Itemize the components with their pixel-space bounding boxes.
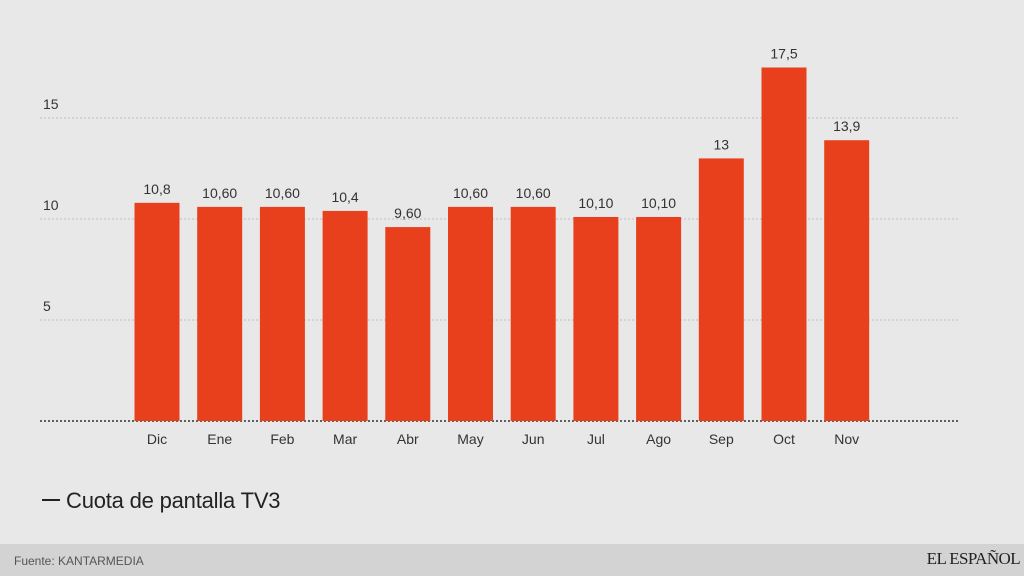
bar [259,206,305,421]
bar-value-label: 10,10 [641,195,676,211]
x-tick-label: Mar [333,431,357,447]
source-text: Fuente: KANTARMEDIA [14,554,144,568]
bar-value-label: 9,60 [394,205,421,221]
bar-value-label: 13 [714,136,730,152]
x-tick-label: Oct [773,431,795,447]
bar [698,158,744,421]
bar-value-label: 10,8 [143,181,170,197]
legend-dash-icon [42,499,60,502]
bar-value-label: 13,9 [833,118,860,134]
x-tick-label: Ene [207,431,232,447]
bar-value-label: 17,5 [770,46,797,62]
bar-value-label: 10,10 [578,195,613,211]
bar [824,140,870,421]
legend-title: Cuota de pantalla TV3 [42,488,281,514]
footer-bar: Fuente: KANTARMEDIA EL ESPAÑOL [0,544,1024,576]
bar [322,210,368,421]
bar [636,216,682,421]
bar-value-label: 10,4 [331,189,358,205]
bar-value-label: 10,60 [516,185,551,201]
x-tick-label: Dic [147,431,167,447]
bar [197,206,243,421]
x-tick-label: Jun [522,431,545,447]
bar-value-label: 10,60 [453,185,488,201]
bar-value-label: 10,60 [202,185,237,201]
brand-logo: EL ESPAÑOL [926,549,1021,568]
y-tick-label: 5 [43,298,51,314]
bar [510,206,556,421]
bar [448,206,493,421]
bar [761,67,807,421]
bar-value-label: 10,60 [265,185,300,201]
x-tick-label: Jul [587,431,605,447]
x-tick-label: Abr [397,431,419,447]
bar [385,227,431,421]
x-tick-label: Nov [834,431,859,447]
y-tick-label: 15 [43,96,59,112]
x-tick-label: May [457,431,483,447]
legend-label: Cuota de pantalla TV3 [66,488,281,513]
y-tick-label: 10 [43,197,59,213]
bar [573,216,619,421]
x-tick-label: Sep [709,431,734,447]
bar [134,202,180,421]
x-tick-label: Ago [646,431,671,447]
x-tick-label: Feb [270,431,294,447]
